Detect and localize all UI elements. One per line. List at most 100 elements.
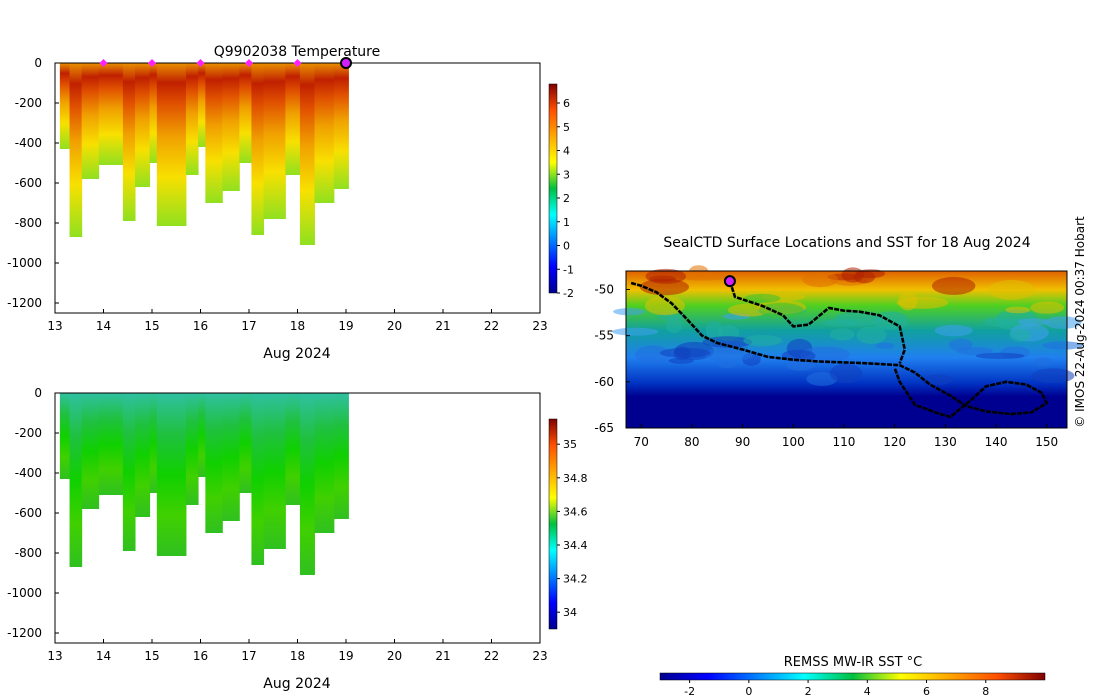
x-tick-label: 13 (47, 319, 62, 333)
sst-texture-blob (1042, 341, 1083, 350)
sst-texture-blob (924, 374, 953, 386)
salinity-y-ticks: 0 -200 -400 -600 -800 -1000 -1200 (7, 386, 59, 640)
colorbar-tick-label: 1 (563, 216, 570, 229)
profile-column (149, 393, 158, 493)
map-x-tick-label: 100 (782, 435, 805, 449)
colorbar-tick-label: 34.6 (563, 505, 588, 518)
profile-column (69, 393, 83, 567)
x-tick-label: 15 (144, 319, 159, 333)
temperature-colorbar (548, 83, 558, 294)
profile-column (222, 393, 240, 521)
y-tick-label: -1000 (7, 586, 42, 600)
x-tick-label: 21 (435, 319, 450, 333)
sst-texture-blob (829, 363, 863, 384)
sst-texture-blob (704, 347, 754, 362)
sst-texture-blob (1009, 328, 1032, 342)
profile-column (263, 393, 286, 549)
colorbar-tick-label: 34.4 (563, 539, 588, 552)
sst-texture-blob (1044, 316, 1082, 329)
y-tick-label: -400 (15, 136, 42, 150)
salinity-x-ticks: 13 14 15 16 17 18 19 20 21 22 23 (47, 639, 548, 663)
x-tick-label: 16 (193, 319, 208, 333)
profile-column (205, 63, 223, 203)
profile-column (59, 63, 71, 149)
sst-texture-blob (898, 292, 918, 311)
y-tick-label: -600 (15, 506, 42, 520)
salinity-colorbar (548, 418, 558, 630)
map-y-tick-label: -65 (594, 421, 614, 435)
map-x-tick-label: 120 (883, 435, 906, 449)
x-tick-label: 19 (338, 319, 353, 333)
sst-colorbar-tick-label: 2 (805, 685, 812, 698)
sst-texture-blob (743, 293, 781, 303)
y-tick-label: 0 (34, 56, 42, 70)
temperature-x-ticks: 13 14 15 16 17 18 19 20 21 22 23 (47, 309, 548, 333)
profile-column (149, 63, 158, 163)
profile-column (98, 393, 124, 495)
profile-column (198, 393, 206, 477)
sst-colorbar-tick-label: 8 (982, 685, 989, 698)
temperature-profiles (59, 63, 349, 245)
profile-column (185, 63, 199, 175)
map-y-ticks: -50 -55 -60 -65 (594, 282, 630, 435)
x-tick-label: 22 (484, 649, 499, 663)
sst-texture-blob (821, 319, 860, 327)
map-title: SealCTD Surface Locations and SST for 18… (663, 235, 1030, 251)
profile-column (81, 393, 100, 509)
profile-column (251, 63, 265, 235)
map-x-tick-label: 130 (934, 435, 957, 449)
profile-column (314, 393, 335, 533)
y-tick-label: -1200 (7, 296, 42, 310)
surface-marker (148, 59, 156, 67)
latest-profile-marker (340, 57, 352, 69)
sst-colorbar-ticks: -2 0 2 4 6 8 (684, 680, 989, 698)
sst-texture-blob (743, 334, 782, 347)
colorbar-tick-label: 34 (563, 606, 577, 619)
sst-texture-blob (931, 276, 976, 295)
x-tick-label: 13 (47, 649, 62, 663)
salinity-colorbar-ticks: 34 34.2 34.4 34.6 34.8 35 (557, 438, 588, 619)
profile-column (333, 63, 349, 189)
sst-texture-blob (874, 342, 895, 349)
seal-track (630, 275, 1048, 419)
sst-colorbar-tick-label: 4 (864, 685, 871, 698)
profile-column (81, 63, 100, 179)
profile-column (285, 63, 301, 175)
profile-column (333, 393, 349, 519)
sst-colorbar-tick-label: 6 (923, 685, 930, 698)
colorbar-tick-label: -2 (563, 287, 574, 300)
profile-column (98, 63, 124, 165)
profile-column (251, 393, 265, 565)
profile-column (185, 393, 199, 505)
sst-texture-blob (1030, 301, 1065, 314)
sst-texture-blob (705, 320, 723, 341)
sst-texture-blob (853, 270, 876, 284)
profile-column (156, 393, 187, 556)
x-tick-label: 14 (96, 649, 111, 663)
sst-colorbar-tick-label: 0 (745, 685, 752, 698)
temperature-xlabel: Aug 2024 (263, 346, 331, 362)
salinity-panel: 13 14 15 16 17 18 19 20 21 22 23 0 -200 -400 -600 -800… (7, 386, 587, 692)
y-tick-label: -800 (15, 216, 42, 230)
sst-texture (612, 265, 1083, 386)
sst-texture-blob (644, 295, 686, 316)
temperature-colorbar-ticks: -2 -1 0 1 2 3 4 5 6 (557, 97, 574, 300)
colorbar-tick-label: 35 (563, 438, 577, 451)
y-tick-label: -200 (15, 426, 42, 440)
sst-texture-blob (758, 302, 804, 318)
temperature-title: Q9902038 Temperature (214, 44, 381, 60)
map-axes-box (625, 270, 1068, 429)
sst-texture-blob (1017, 318, 1050, 326)
profile-column (135, 393, 151, 517)
sst-texture-blob (1033, 357, 1053, 367)
seal-track-main (630, 281, 1048, 419)
sst-texture-blob (806, 372, 838, 386)
x-tick-label: 17 (241, 649, 256, 663)
profile-column (239, 393, 252, 493)
y-tick-label: -400 (15, 466, 42, 480)
x-tick-label: 19 (338, 649, 353, 663)
map-x-tick-label: 90 (735, 435, 750, 449)
sst-texture-blob (634, 345, 671, 365)
sst-texture-blob (988, 279, 1035, 300)
